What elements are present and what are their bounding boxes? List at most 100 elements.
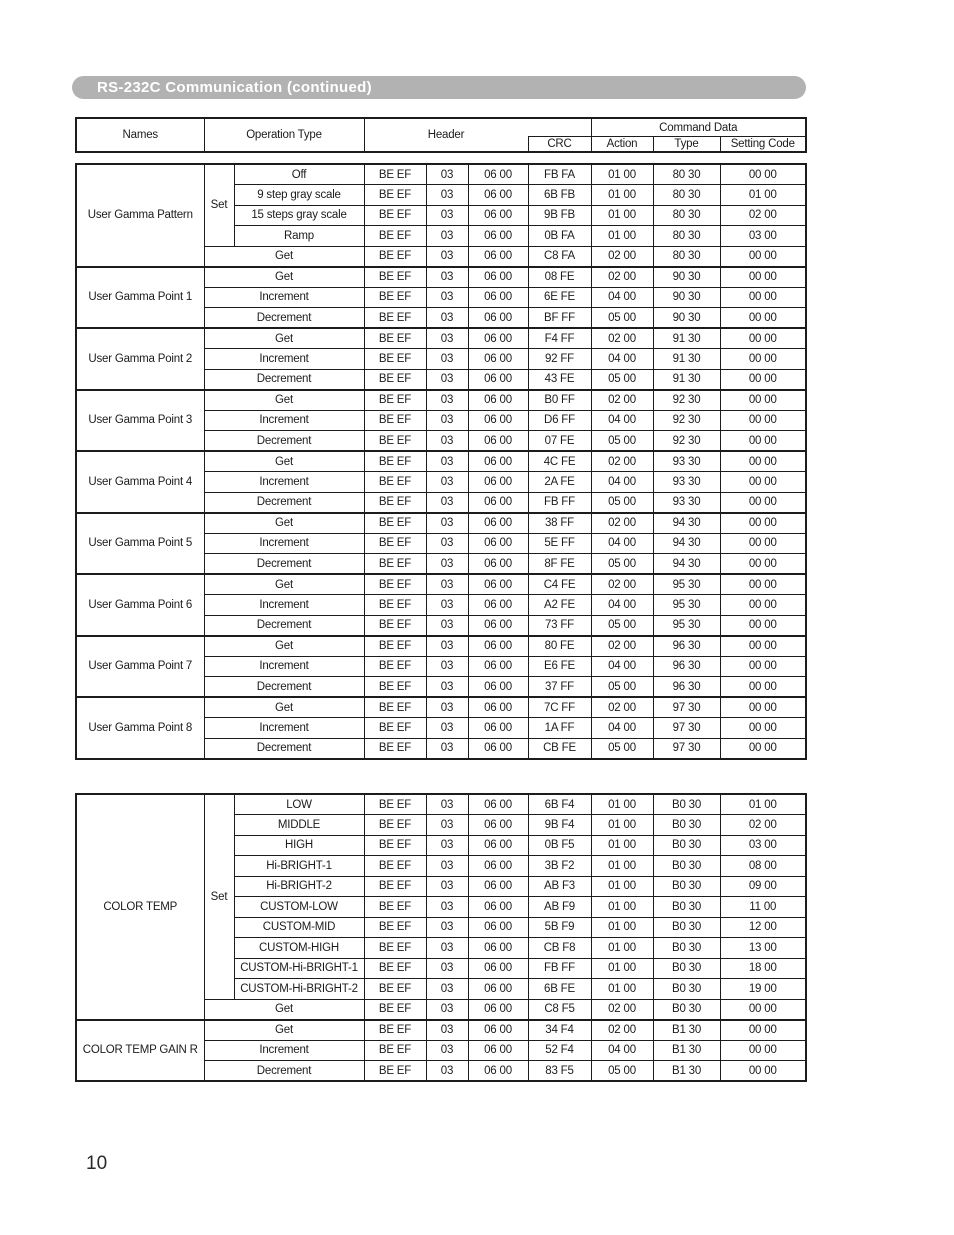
command-table-block-1: User Gamma Pattern Set Off BE EF 03 06 00 FB F… — [75, 163, 807, 760]
header-03-cell: 03 — [425, 430, 469, 452]
crc-cell: CB F8 — [527, 937, 592, 959]
type-cell: B0 30 — [652, 834, 721, 856]
action-cell: 02 00 — [590, 511, 654, 534]
header-06-00-cell: 06 00 — [467, 614, 529, 636]
setting-code-cell: 00 00 — [719, 594, 807, 616]
operation-cell: Increment — [203, 409, 365, 431]
crc-cell: E6 FE — [527, 655, 592, 677]
setting-code-cell: 00 00 — [719, 614, 807, 636]
action-cell: 01 00 — [590, 937, 654, 959]
action-cell: 02 00 — [590, 245, 654, 267]
setting-code-cell: 00 00 — [719, 676, 807, 698]
header-be-ef-cell: BE EF — [363, 430, 427, 452]
name-cell: COLOR TEMP GAIN R — [75, 1018, 205, 1082]
header-be-ef-cell: BE EF — [363, 594, 427, 616]
table-row: MIDDLE BE EF 03 06 00 9B F4 01 00 B0 30 02 00 — [76, 814, 807, 836]
type-cell: 96 30 — [652, 676, 721, 698]
table-row: Increment BE EF 03 06 00 6E FE 04 00 90 30 00 0… — [76, 286, 807, 308]
setting-code-cell: 00 00 — [719, 450, 807, 472]
header-06-00-cell: 06 00 — [467, 511, 529, 534]
name-cell: User Gamma Point 2 — [75, 327, 205, 390]
header-be-ef-cell: BE EF — [363, 409, 427, 431]
type-cell: B0 30 — [652, 875, 721, 897]
header-06-00-cell: 06 00 — [467, 1039, 529, 1061]
option-cell: CUSTOM-Hi-BRIGHT-1 — [233, 957, 365, 979]
header-03-cell: 03 — [425, 225, 469, 247]
action-cell: 01 00 — [590, 793, 654, 815]
header-03-cell: 03 — [425, 286, 469, 308]
header-03-cell: 03 — [425, 348, 469, 370]
header-03-cell: 03 — [425, 717, 469, 739]
header-06-00-cell: 06 00 — [467, 204, 529, 226]
action-cell: 02 00 — [590, 696, 654, 718]
crc-spacer-cell — [528, 117, 592, 137]
table-row: HIGH BE EF 03 06 00 0B F5 01 00 B0 30 03 00 — [76, 834, 807, 856]
operation-cell: Decrement — [203, 368, 365, 390]
header-03-cell: 03 — [425, 307, 469, 329]
header-06-00-cell: 06 00 — [467, 937, 529, 959]
header-03-cell: 03 — [425, 491, 469, 513]
header-06-00-cell: 06 00 — [467, 594, 529, 616]
setting-code-cell: 00 00 — [719, 163, 807, 185]
operation-cell: Get — [203, 388, 365, 411]
table-row: COLOR TEMP Set LOW BE EF 03 06 00 6B F4 01 00 B0… — [75, 793, 807, 1020]
setting-code-cell: 00 00 — [719, 573, 807, 595]
header-be-ef-cell: BE EF — [363, 388, 427, 411]
header-06-00-cell: 06 00 — [467, 409, 529, 431]
operation-cell: Get — [203, 245, 365, 267]
crc-cell: 4C FE — [527, 450, 592, 472]
header-be-ef-cell: BE EF — [363, 1039, 427, 1061]
header-06-00-cell: 06 00 — [467, 875, 529, 897]
command-table-header: Names Operation Type Header Command Data… — [75, 117, 807, 153]
header-03-cell: 03 — [425, 834, 469, 856]
action-cell: 01 00 — [590, 184, 654, 206]
header-06-00-cell: 06 00 — [467, 696, 529, 718]
crc-cell: 6B FE — [527, 978, 592, 1000]
header-be-ef-cell: BE EF — [363, 286, 427, 308]
header-be-ef-cell: BE EF — [363, 163, 427, 185]
operation-cell: Decrement — [203, 614, 365, 636]
crc-cell: 5B F9 — [527, 916, 592, 938]
header-06-00-cell: 06 00 — [467, 957, 529, 979]
table-row: Increment BE EF 03 06 00 2A FE 04 00 93 30 00 0… — [76, 471, 807, 493]
type-cell: 80 30 — [652, 245, 721, 267]
table-row: Increment BE EF 03 06 00 A2 FE 04 00 95 30 00 0… — [76, 594, 807, 616]
table-row: Hi-BRIGHT-1 BE EF 03 06 00 3B F2 01 00 B0 30 08… — [76, 855, 807, 877]
option-cell: HIGH — [233, 834, 365, 856]
action-cell: 02 00 — [590, 265, 654, 288]
header-06-00-cell: 06 00 — [467, 286, 529, 308]
command-table-block-2: COLOR TEMP Set LOW BE EF 03 06 00 6B F4 01 00 B0… — [75, 793, 807, 1082]
operation-cell: Increment — [203, 655, 365, 677]
operation-cell: Get — [203, 327, 365, 349]
header-be-ef-cell: BE EF — [363, 916, 427, 938]
page-number: 10 — [86, 1153, 108, 1174]
crc-cell: AB F9 — [527, 896, 592, 918]
setting-code-cell: 00 00 — [719, 1060, 807, 1082]
type-cell: 92 30 — [652, 388, 721, 411]
header-03-cell: 03 — [425, 1018, 469, 1041]
header-03-cell: 03 — [425, 916, 469, 938]
type-cell: 80 30 — [652, 163, 721, 185]
action-cell: 01 00 — [590, 855, 654, 877]
crc-cell: 52 F4 — [527, 1039, 592, 1061]
crc-cell: 07 FE — [527, 430, 592, 452]
setting-code-cell: 00 00 — [719, 471, 807, 493]
table-row: Increment BE EF 03 06 00 D6 FF 04 00 92 30 00 0… — [76, 409, 807, 431]
header-be-ef-cell: BE EF — [363, 265, 427, 288]
operation-cell: Decrement — [203, 430, 365, 452]
header-be-ef-cell: BE EF — [363, 327, 427, 349]
header-be-ef-cell: BE EF — [363, 834, 427, 856]
operation-cell: Get — [203, 450, 365, 472]
setting-code-cell: 00 00 — [719, 388, 807, 411]
setting-code-cell: 00 00 — [719, 265, 807, 288]
operation-cell: Increment — [203, 717, 365, 739]
column-header-names: Names — [75, 117, 205, 153]
crc-cell: 6E FE — [527, 286, 592, 308]
crc-cell: 73 FF — [527, 614, 592, 636]
action-cell: 05 00 — [590, 368, 654, 390]
header-06-00-cell: 06 00 — [467, 532, 529, 554]
header-be-ef-cell: BE EF — [363, 855, 427, 877]
action-cell: 01 00 — [590, 896, 654, 918]
action-cell: 04 00 — [590, 348, 654, 370]
type-cell: B0 30 — [652, 814, 721, 836]
